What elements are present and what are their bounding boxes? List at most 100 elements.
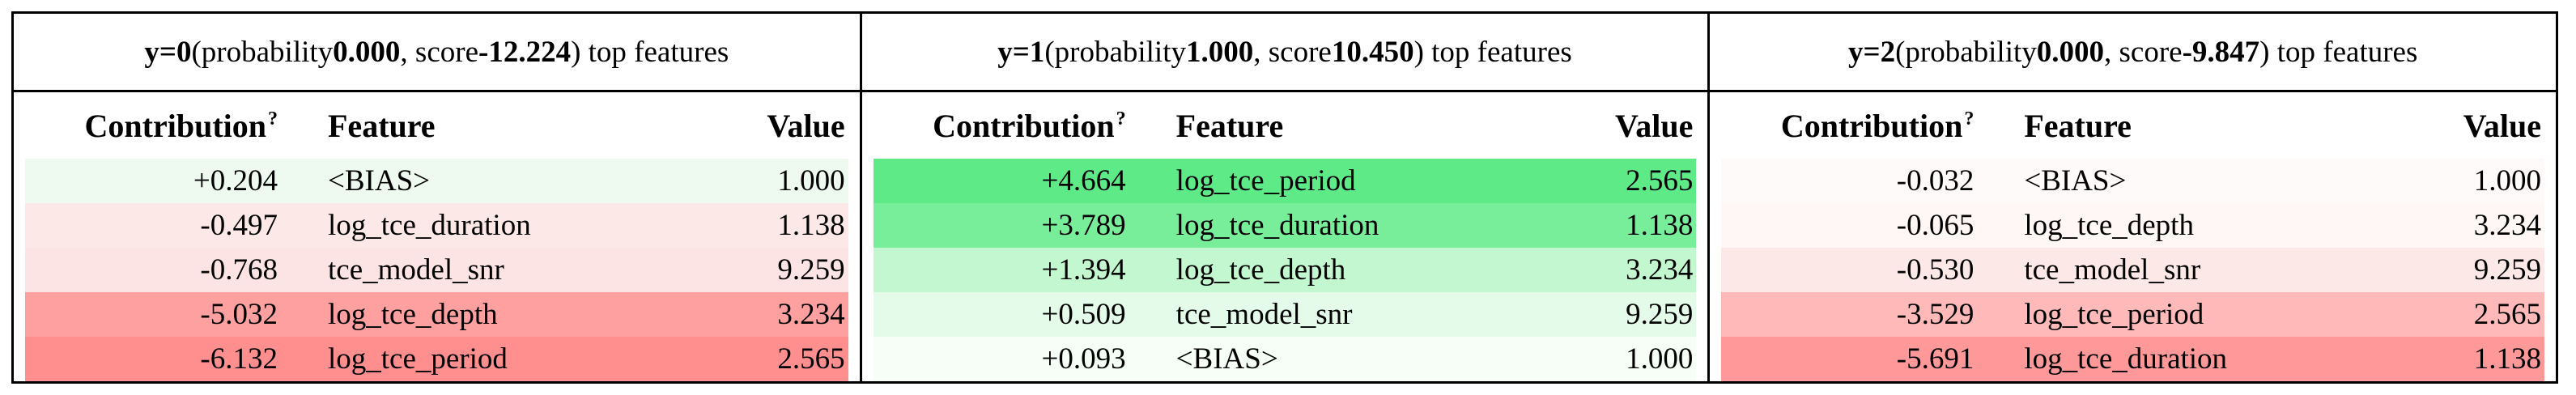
value-cell: 2.565: [1626, 164, 1694, 198]
feature-cell: tce_model_snr: [2024, 253, 2201, 287]
contribution-table: Contribution? Feature Value +4.664 log_tc…: [862, 92, 1708, 381]
header-text: ) top features: [571, 35, 729, 69]
feature-cell: log_tce_depth: [2024, 209, 2194, 242]
class-label: y=2: [1847, 35, 1896, 69]
contribution-cell: -3.529: [1896, 298, 1975, 331]
contribution-cell: -5.691: [1896, 342, 1975, 376]
feature-cell: tce_model_snr: [1175, 298, 1353, 331]
value-cell: 9.259: [777, 253, 845, 287]
contribution-cell: +1.394: [1041, 253, 1126, 287]
value-header: Value: [767, 107, 845, 144]
feature-cell: log_tce_depth: [328, 298, 498, 331]
explanation-tables: y=0 (probability 0.000, score -12.224) t…: [11, 11, 2559, 384]
contribution-header: Contribution?: [1780, 107, 1975, 144]
feature-cell: <BIAS>: [2024, 164, 2127, 198]
table-row: +0.509 tce_model_snr 9.259: [873, 292, 1697, 337]
header-text: (probability: [191, 35, 334, 69]
contribution-cell: -0.065: [1896, 209, 1975, 242]
contribution-cell: +0.509: [1041, 298, 1126, 331]
table-row: -3.529 log_tce_period 2.565: [1721, 292, 2545, 337]
help-icon[interactable]: ?: [1964, 108, 1975, 130]
table-row: -5.032 log_tce_depth 3.234: [25, 292, 848, 337]
value-cell: 9.259: [1626, 298, 1694, 331]
feature-cell: <BIAS>: [328, 164, 431, 198]
contribution-cell: +4.664: [1041, 164, 1126, 198]
value-cell: 1.138: [777, 209, 845, 242]
feature-cell: log_tce_period: [1175, 164, 1356, 198]
table-row: +1.394 log_tce_depth 3.234: [873, 248, 1697, 292]
probability-value: 1.000: [1186, 35, 1254, 69]
table-row: +3.789 log_tce_duration 1.138: [873, 203, 1697, 248]
header-text: , score: [400, 35, 478, 69]
table-row: -0.768 tce_model_snr 9.259: [25, 248, 848, 292]
table-row: -6.132 log_tce_period 2.565: [25, 337, 848, 381]
table-row: -0.530 tce_model_snr 9.259: [1721, 248, 2545, 292]
class-panel-2: y=2 (probability 0.000, score -9.847) to…: [1707, 11, 2559, 384]
value-cell: 2.565: [2473, 298, 2542, 331]
table-row: -0.032 <BIAS> 1.000: [1721, 159, 2545, 203]
header-text: ) top features: [2259, 35, 2418, 69]
feature-cell: log_tce_duration: [1175, 209, 1379, 242]
value-cell: 1.000: [2473, 164, 2542, 198]
contribution-cell: -0.032: [1896, 164, 1975, 198]
feature-cell: <BIAS>: [1175, 342, 1278, 376]
feature-cell: log_tce_depth: [1175, 253, 1346, 287]
value-cell: 3.234: [2473, 209, 2542, 242]
table-row: +4.664 log_tce_period 2.565: [873, 159, 1697, 203]
contribution-cell: -0.530: [1896, 253, 1975, 287]
header-text: (probability: [1044, 35, 1186, 69]
contribution-cell: -5.032: [200, 298, 278, 331]
value-cell: 3.234: [1626, 253, 1694, 287]
table-header-row: Contribution? Feature Value: [1721, 92, 2544, 159]
contribution-cell: +0.093: [1041, 342, 1126, 376]
table-header-row: Contribution? Feature Value: [25, 92, 848, 159]
contribution-table: Contribution? Feature Value -0.032 <BIAS>…: [1710, 92, 2556, 381]
contribution-header: Contribution?: [933, 107, 1126, 144]
value-header: Value: [2463, 107, 2542, 144]
header-text: , score: [1253, 35, 1332, 69]
value-cell: 1.000: [777, 164, 845, 198]
value-cell: 3.234: [777, 298, 845, 331]
class-label: y=1: [997, 35, 1045, 69]
contribution-cell: -0.768: [200, 253, 278, 287]
value-cell: 9.259: [2473, 253, 2542, 287]
feature-cell: log_tce_duration: [2024, 342, 2228, 376]
class-panel-0: y=0 (probability 0.000, score -12.224) t…: [11, 11, 862, 384]
value-cell: 1.138: [2473, 342, 2542, 376]
score-value: -9.847: [2182, 35, 2260, 69]
score-value: -12.224: [478, 35, 572, 69]
feature-cell: log_tce_period: [328, 342, 508, 376]
panel-header: y=0 (probability 0.000, score -12.224) t…: [14, 14, 860, 92]
header-text: ) top features: [1413, 35, 1572, 69]
table-row: -0.497 log_tce_duration 1.138: [25, 203, 848, 248]
probability-value: 0.000: [2036, 35, 2105, 69]
contribution-cell: +3.789: [1041, 209, 1126, 242]
value-header: Value: [1615, 107, 1694, 144]
help-icon[interactable]: ?: [1116, 108, 1126, 130]
class-panel-1: y=1 (probability 1.000, score 10.450) to…: [859, 11, 1711, 384]
contribution-cell: +0.204: [193, 164, 278, 198]
feature-header: Feature: [328, 107, 436, 144]
table-row: +0.093 <BIAS> 1.000: [873, 337, 1697, 381]
value-cell: 2.565: [777, 342, 845, 376]
score-value: 10.450: [1331, 35, 1414, 69]
value-cell: 1.138: [1626, 209, 1694, 242]
header-text: (probability: [1895, 35, 2037, 69]
feature-cell: log_tce_duration: [328, 209, 531, 242]
table-row: -0.065 log_tce_depth 3.234: [1721, 203, 2545, 248]
probability-value: 0.000: [333, 35, 401, 69]
value-cell: 1.000: [1626, 342, 1694, 376]
table-row: -5.691 log_tce_duration 1.138: [1721, 337, 2545, 381]
help-icon[interactable]: ?: [268, 108, 278, 130]
feature-header: Feature: [2024, 107, 2132, 144]
class-label: y=0: [144, 35, 192, 69]
feature-cell: tce_model_snr: [328, 253, 504, 287]
contribution-cell: -6.132: [200, 342, 278, 376]
table-header-row: Contribution? Feature Value: [874, 92, 1697, 159]
header-text: , score: [2104, 35, 2183, 69]
contribution-cell: -0.497: [200, 209, 278, 242]
panel-header: y=2 (probability 0.000, score -9.847) to…: [1710, 14, 2557, 92]
panel-header: y=1 (probability 1.000, score 10.450) to…: [861, 14, 1708, 92]
contribution-table: Contribution? Feature Value +0.204 <BIAS>…: [14, 92, 860, 381]
feature-header: Feature: [1175, 107, 1284, 144]
